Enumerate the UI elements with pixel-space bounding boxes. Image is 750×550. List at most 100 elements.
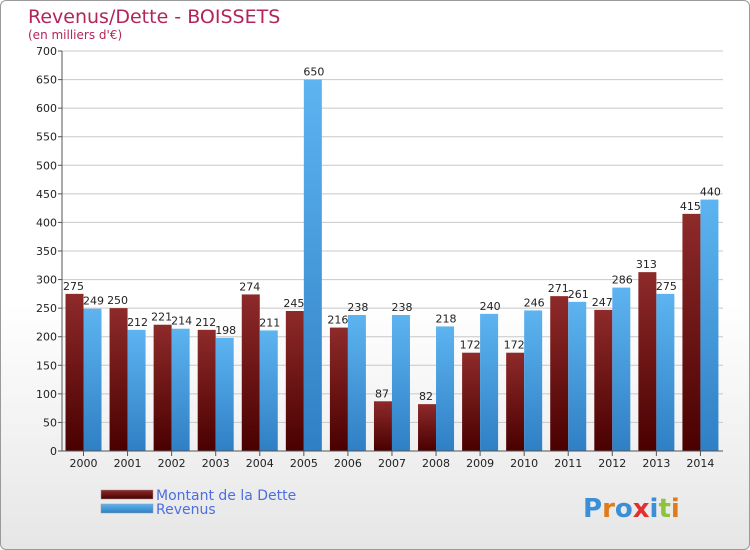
- x-tick-label: 2010: [510, 457, 538, 470]
- x-tick-label: 2003: [202, 457, 230, 470]
- value-label-revenus: 246: [524, 296, 545, 309]
- x-tick-label: 2000: [70, 457, 98, 470]
- y-tick-label: 650: [36, 74, 57, 87]
- y-tick-label: 0: [50, 445, 57, 458]
- bar-revenus: [524, 310, 543, 451]
- legend-swatch-debt: [100, 489, 154, 500]
- y-tick-label: 550: [36, 131, 57, 144]
- legend-swatch-revenus: [100, 503, 154, 514]
- legend: Montant de la Dette Revenus: [100, 488, 296, 518]
- y-axis-ticks: 0 50 100 150 200 250 300 350 400 450 500 550 600 650 7…: [36, 45, 62, 458]
- value-label-debt: 247: [592, 296, 613, 309]
- bar-debt: [638, 272, 657, 451]
- x-tick-label: 2007: [378, 457, 406, 470]
- value-label-revenus: 211: [259, 316, 280, 329]
- bar-debt: [285, 311, 304, 451]
- value-label-debt: 172: [504, 339, 525, 352]
- value-label-revenus: 440: [700, 186, 721, 199]
- value-label-revenus: 261: [568, 288, 589, 301]
- bar-revenus: [259, 330, 278, 451]
- value-label-debt: 415: [680, 200, 701, 213]
- bar-debt: [418, 404, 437, 451]
- bar-debt: [462, 352, 481, 451]
- bar-revenus: [480, 313, 499, 451]
- bar-debt: [506, 352, 525, 451]
- proxiti-logo: Proxiti: [583, 494, 680, 524]
- x-tick-label: 2014: [686, 457, 714, 470]
- x-tick-label: 2011: [554, 457, 582, 470]
- bars: [65, 79, 719, 452]
- bar-debt: [594, 309, 613, 451]
- value-label-debt: 221: [151, 311, 172, 324]
- y-tick-label: 450: [36, 188, 57, 201]
- value-label-debt: 250: [107, 294, 128, 307]
- bar-revenus: [700, 199, 719, 451]
- x-tick-label: 2002: [158, 457, 186, 470]
- bar-debt: [197, 329, 216, 451]
- value-label-revenus: 249: [83, 295, 104, 308]
- y-tick-label: 50: [43, 416, 57, 429]
- value-label-debt: 212: [195, 316, 216, 329]
- value-label-revenus: 238: [391, 301, 412, 314]
- x-tick-label: 2005: [290, 457, 318, 470]
- bar-revenus: [391, 315, 410, 451]
- bar-debt: [682, 213, 701, 451]
- chart-title: Revenus/Dette - BOISSETS: [28, 6, 280, 28]
- value-label-revenus: 240: [480, 300, 501, 313]
- x-tick-label: 2009: [466, 457, 494, 470]
- x-tick-label: 2004: [246, 457, 274, 470]
- x-tick-label: 2006: [334, 457, 362, 470]
- value-label-debt: 245: [283, 297, 304, 310]
- bar-revenus: [656, 293, 675, 451]
- value-label-revenus: 218: [436, 312, 457, 325]
- value-label-debt: 216: [327, 314, 348, 327]
- bar-debt: [65, 293, 84, 451]
- bar-revenus: [171, 328, 190, 451]
- bar-revenus: [215, 337, 234, 451]
- value-label-debt: 271: [548, 282, 569, 295]
- x-tick-label: 2001: [114, 457, 142, 470]
- bar-debt: [329, 327, 348, 451]
- y-tick-label: 350: [36, 245, 57, 258]
- value-label-revenus: 214: [171, 315, 192, 328]
- value-label-debt: 87: [375, 387, 389, 400]
- bar-debt: [241, 294, 260, 451]
- chart-subtitle: (en milliers d'€): [28, 28, 122, 42]
- value-label-debt: 274: [239, 280, 260, 293]
- bar-revenus: [612, 287, 631, 451]
- value-label-debt: 172: [460, 339, 481, 352]
- bar-revenus: [127, 329, 146, 451]
- bar-debt: [109, 308, 128, 451]
- value-label-debt: 82: [419, 390, 433, 403]
- value-label-revenus: 275: [656, 280, 677, 293]
- y-tick-label: 500: [36, 159, 57, 172]
- x-tick-label: 2013: [642, 457, 670, 470]
- x-axis-ticks: 2000 2001 2002 2003 2004 2005 2006 2007 2008 2009…: [70, 451, 714, 470]
- bar-revenus: [303, 79, 322, 452]
- svg-text:Proxiti: Proxiti: [583, 494, 680, 524]
- y-tick-label: 250: [36, 302, 57, 315]
- bar-debt: [373, 401, 392, 451]
- y-tick-label: 400: [36, 216, 57, 229]
- value-label-revenus: 238: [347, 301, 368, 314]
- value-label-revenus: 650: [303, 66, 324, 79]
- y-tick-label: 100: [36, 388, 57, 401]
- y-tick-label: 300: [36, 274, 57, 287]
- bar-debt: [550, 296, 569, 451]
- value-label-debt: 313: [636, 258, 657, 271]
- legend-label-debt: Montant de la Dette: [156, 488, 296, 504]
- x-tick-label: 2012: [598, 457, 626, 470]
- value-label-revenus: 286: [612, 274, 633, 287]
- value-label-revenus: 198: [215, 324, 236, 337]
- bar-revenus: [568, 301, 587, 451]
- x-tick-label: 2008: [422, 457, 450, 470]
- bar-revenus: [83, 308, 102, 451]
- value-label-revenus: 212: [127, 316, 148, 329]
- y-tick-label: 150: [36, 359, 57, 372]
- bar-revenus: [347, 315, 366, 451]
- bar-revenus: [436, 326, 455, 451]
- value-label-debt: 275: [63, 280, 84, 293]
